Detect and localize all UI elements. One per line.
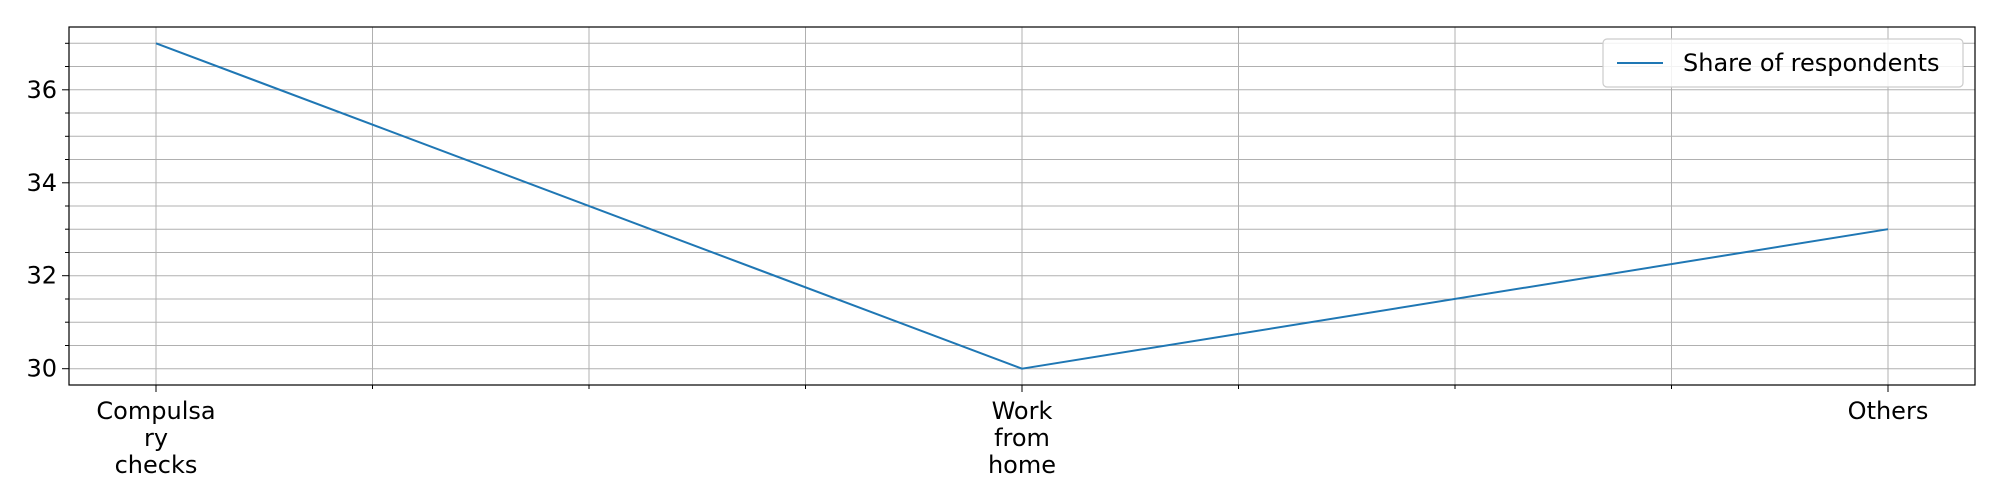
- y-tick-label: 30: [26, 355, 57, 383]
- axis-ticks: 30 32 34 36 Compulsa ry checks Work from home Othe…: [26, 42, 1929, 479]
- x-tick-label: Work from home: [988, 397, 1056, 479]
- y-tick-label: 32: [26, 262, 57, 290]
- x-tick-label: Others: [1848, 397, 1929, 425]
- x-tick-label: Compulsa ry checks: [96, 397, 215, 479]
- legend: Share of respondents: [1602, 38, 1964, 88]
- y-tick-label: 36: [26, 76, 57, 104]
- series-layer: [155, 42, 1889, 370]
- y-tick-label: 34: [26, 169, 57, 197]
- legend-label-share-of-respondents: Share of respondents: [1683, 49, 1940, 77]
- legend-box: [1602, 38, 1964, 88]
- series-line: [155, 42, 1889, 370]
